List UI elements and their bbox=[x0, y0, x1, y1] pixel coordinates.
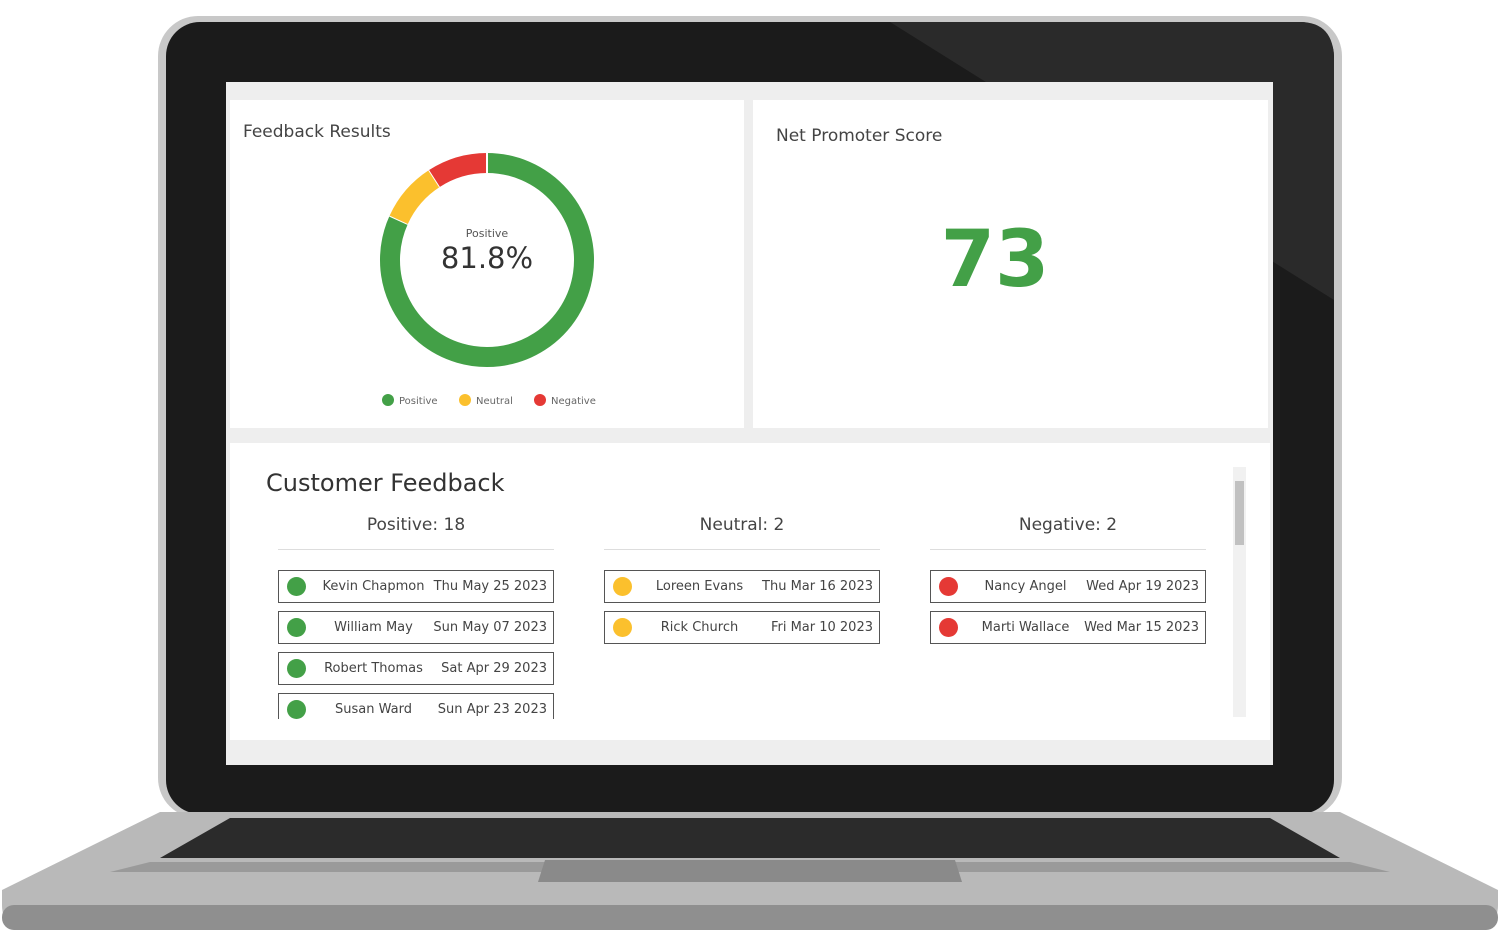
center-value: 81.8% bbox=[441, 241, 533, 275]
legend-label: Negative bbox=[551, 396, 596, 407]
center-label: Positive bbox=[466, 227, 509, 240]
feedback-row[interactable]: Kevin Chapmon Thu May 25 2023 bbox=[278, 570, 554, 603]
customer-name: Susan Ward bbox=[335, 702, 412, 717]
legend-marker bbox=[382, 394, 394, 406]
legend-marker bbox=[459, 394, 471, 406]
segment-gap bbox=[428, 169, 441, 188]
sentiment-dot bbox=[287, 618, 306, 637]
customer-feedback-card: Customer Feedback Positive: 18 Kevin Chap… bbox=[230, 443, 1270, 740]
feedback-date: Wed Mar 15 2023 bbox=[1084, 620, 1199, 635]
customer-name: Robert Thomas bbox=[324, 661, 423, 676]
customer-name: Loreen Evans bbox=[655, 579, 744, 594]
nps-score: 73 bbox=[940, 215, 1050, 305]
customer-name: William May bbox=[334, 620, 413, 635]
feedback-row[interactable]: Susan Ward Sun Apr 23 2023 bbox=[278, 693, 554, 719]
section-title: Customer Feedback bbox=[266, 469, 505, 497]
scrollbar[interactable] bbox=[1233, 467, 1246, 717]
scrollbar-thumb[interactable] bbox=[1235, 481, 1244, 545]
sentiment-dot bbox=[613, 577, 632, 596]
feedback-column: Neutral: 2 Loreen Evans Thu Mar 16 2023 Ric… bbox=[604, 509, 880, 719]
feedback-row[interactable]: William May Sun May 07 2023 bbox=[278, 611, 554, 644]
feedback-date: Sun Apr 23 2023 bbox=[437, 702, 547, 717]
sentiment-dot bbox=[939, 618, 958, 637]
sentiment-dot bbox=[287, 577, 306, 596]
feedback-row[interactable]: Rick Church Fri Mar 10 2023 bbox=[604, 611, 880, 644]
donut-segment bbox=[389, 170, 441, 225]
sentiment-dot bbox=[939, 577, 958, 596]
donut-segment bbox=[429, 153, 488, 188]
legend-label: Neutral bbox=[476, 396, 513, 407]
column-heading: Positive: 18 bbox=[366, 515, 466, 535]
sentiment-dot bbox=[287, 659, 306, 678]
feedback-row[interactable]: Robert Thomas Sat Apr 29 2023 bbox=[278, 652, 554, 685]
screen: Feedback Results Positive 81.8% Positive Ne… bbox=[226, 82, 1273, 765]
customer-name: Kevin Chapmon bbox=[322, 579, 425, 594]
card-title: Feedback Results bbox=[243, 122, 391, 142]
column-divider bbox=[930, 549, 1206, 550]
sentiment-dot bbox=[287, 700, 306, 719]
sentiment-dot bbox=[613, 618, 632, 637]
feedback-date: Thu Mar 16 2023 bbox=[762, 579, 873, 594]
feedback-date: Wed Apr 19 2023 bbox=[1086, 579, 1199, 594]
column-heading: Neutral: 2 bbox=[699, 515, 785, 535]
donut-segment bbox=[380, 153, 594, 367]
legend-label: Positive bbox=[399, 396, 438, 407]
feedback-date: Fri Mar 10 2023 bbox=[770, 620, 873, 635]
column-divider bbox=[278, 549, 554, 550]
column-heading: Negative: 2 bbox=[1018, 515, 1118, 535]
feedback-date: Sun May 07 2023 bbox=[433, 620, 547, 635]
feedback-row[interactable]: Nancy Angel Wed Apr 19 2023 bbox=[930, 570, 1206, 603]
columns: Positive: 18 Kevin Chapmon Thu May 25 2023… bbox=[278, 509, 1218, 719]
feedback-column: Negative: 2 Nancy Angel Wed Apr 19 2023 Mar… bbox=[930, 509, 1206, 719]
feedback-row[interactable]: Marti Wallace Wed Mar 15 2023 bbox=[930, 611, 1206, 644]
card-title: Net Promoter Score bbox=[776, 126, 943, 146]
customer-name: Nancy Angel bbox=[984, 579, 1067, 594]
legend-marker bbox=[534, 394, 546, 406]
feedback-date: Sat Apr 29 2023 bbox=[441, 661, 547, 676]
column-divider bbox=[604, 549, 880, 550]
feedback-column: Positive: 18 Kevin Chapmon Thu May 25 2023… bbox=[278, 509, 554, 719]
nps-card: Net Promoter Score 73 bbox=[753, 100, 1268, 428]
feedback-row[interactable]: Loreen Evans Thu Mar 16 2023 bbox=[604, 570, 880, 603]
feedback-date: Thu May 25 2023 bbox=[433, 579, 547, 594]
customer-name: Rick Church bbox=[660, 620, 739, 635]
feedback-results-card: Feedback Results Positive 81.8% Positive Ne… bbox=[230, 100, 744, 428]
customer-name: Marti Wallace bbox=[981, 620, 1070, 635]
